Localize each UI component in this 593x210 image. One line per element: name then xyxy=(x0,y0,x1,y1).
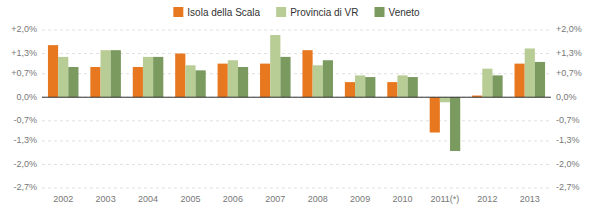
y2-tick xyxy=(551,188,553,189)
bar xyxy=(111,50,121,97)
legend-label: Veneto xyxy=(389,7,421,18)
bar xyxy=(185,65,195,97)
x-tick-label: 2003 xyxy=(96,194,116,204)
legend-label: Provincia di VR xyxy=(290,7,358,18)
bar xyxy=(68,67,78,97)
bar xyxy=(238,67,248,97)
legend-swatch xyxy=(173,7,183,17)
y-tick-label: 0,0% xyxy=(16,92,37,102)
legend: Isola della Scala Provincia di VR Veneto xyxy=(173,7,420,18)
legend-item: Isola della Scala xyxy=(173,7,260,18)
bar xyxy=(228,60,238,97)
series xyxy=(58,35,535,102)
bar xyxy=(355,75,365,97)
baseline xyxy=(42,97,551,98)
bar xyxy=(280,57,290,97)
bar xyxy=(58,57,68,97)
y2-tick xyxy=(551,30,553,31)
x-tick-label: 2005 xyxy=(180,194,200,204)
y2-tick xyxy=(551,120,553,121)
x-tick-label: 2012 xyxy=(477,194,497,204)
grid-line xyxy=(42,164,551,165)
bar xyxy=(450,97,460,151)
legend-swatch xyxy=(276,7,286,17)
y-tick-label: -2,0% xyxy=(13,159,37,169)
series xyxy=(68,50,545,151)
y2-tick xyxy=(551,97,553,98)
bar xyxy=(440,97,450,102)
y-tick-label: +0,7% xyxy=(11,68,37,78)
bar xyxy=(323,60,333,97)
y-tick-label: -1,3% xyxy=(13,135,37,145)
bar xyxy=(345,82,355,97)
bar xyxy=(535,62,545,97)
grid-line xyxy=(42,30,551,31)
bar xyxy=(492,75,502,97)
grid-line xyxy=(42,188,551,189)
y2-tick-label: +2,0% xyxy=(556,24,582,34)
y2-tick-label: -1,3% xyxy=(556,135,580,145)
bar xyxy=(218,64,228,98)
bars xyxy=(48,35,545,151)
bar xyxy=(260,64,270,98)
bar xyxy=(313,65,323,97)
y2-tick-label: 0,0% xyxy=(556,92,577,102)
bar xyxy=(270,35,280,97)
x-tick-label: 2009 xyxy=(350,194,370,204)
bar xyxy=(397,75,407,97)
bar xyxy=(387,82,397,97)
legend-swatch xyxy=(375,7,385,17)
y2-tick xyxy=(551,73,553,74)
y2-tick-label: -0,7% xyxy=(556,115,580,125)
bar xyxy=(175,54,185,98)
bar xyxy=(408,77,418,97)
y2-tick-label: +0,7% xyxy=(556,68,582,78)
y2-tick xyxy=(551,53,553,54)
grid-line xyxy=(42,140,551,141)
x-tick-label: 2002 xyxy=(53,194,73,204)
bar xyxy=(48,45,58,97)
y2-tick xyxy=(551,140,553,141)
bar xyxy=(515,64,525,98)
bar xyxy=(101,50,111,97)
bar xyxy=(196,70,206,97)
y-tick-label: -2,7% xyxy=(13,182,37,192)
bar xyxy=(365,77,375,97)
grid xyxy=(42,30,551,188)
legend-item: Veneto xyxy=(375,7,421,18)
y-tick-label: +2,0% xyxy=(11,24,37,34)
bar xyxy=(302,50,312,97)
x-tick-label: 2006 xyxy=(223,194,243,204)
x-tick-label: 2010 xyxy=(393,194,413,204)
bar xyxy=(133,67,143,97)
axes: -2,7% -2,0% -1,3% -0,7% 0,0% +0,7% +1,3% +2,0% -… xyxy=(11,24,582,204)
x-tick-label: 2008 xyxy=(308,194,328,204)
bar xyxy=(482,69,492,98)
y2-tick-label: +1,3% xyxy=(556,48,582,58)
x-tick-label: 2013 xyxy=(520,194,540,204)
legend-label: Isola della Scala xyxy=(187,7,260,18)
grid-line xyxy=(42,120,551,121)
bar xyxy=(143,57,153,97)
y2-tick xyxy=(551,164,553,165)
bar xyxy=(430,97,440,132)
x-tick-label: 2011(*) xyxy=(431,194,460,204)
grid-line xyxy=(42,97,551,98)
chart: -2,7% -2,0% -1,3% -0,7% 0,0% +0,7% +1,3% +2,0% -… xyxy=(0,0,593,210)
y-tick-label: -0,7% xyxy=(13,115,37,125)
y2-tick-label: -2,7% xyxy=(556,182,580,192)
page: {"chart_data": {"type": "bar", "categori… xyxy=(0,0,593,210)
bar xyxy=(153,57,163,97)
y2-tick-label: -2,0% xyxy=(556,159,580,169)
bar xyxy=(90,67,100,97)
y-tick-label: +1,3% xyxy=(11,48,37,58)
bar xyxy=(525,48,535,97)
legend-item: Provincia di VR xyxy=(276,7,358,18)
x-tick-label: 2004 xyxy=(138,194,158,204)
x-tick-label: 2007 xyxy=(265,194,285,204)
